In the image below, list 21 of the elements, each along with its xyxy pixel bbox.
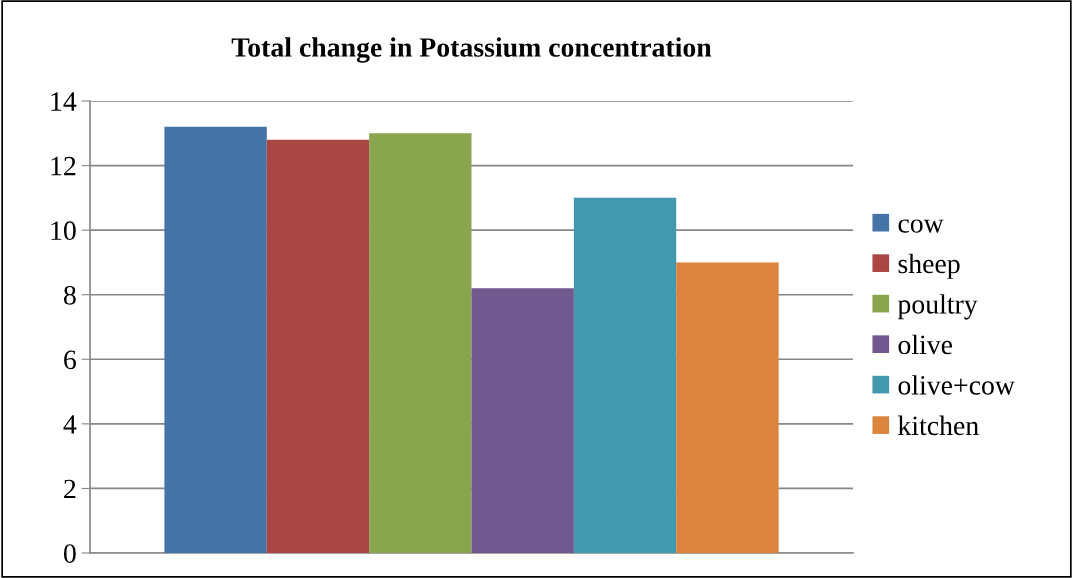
- legend-label: cow: [898, 219, 944, 233]
- legend-label: kitchen: [897, 415, 979, 436]
- bar: [573, 197, 677, 553]
- legend-label: sheep: [898, 253, 960, 279]
- legend-label: olive: [898, 334, 953, 355]
- y-tick-label: 6: [64, 350, 76, 370]
- y-tick-label: 12: [51, 156, 76, 176]
- bar: [266, 139, 370, 553]
- y-tick-label: 8: [63, 285, 76, 305]
- y-tick-label: 0: [63, 544, 76, 563]
- y-tick-label: 10: [51, 221, 76, 241]
- chart-title: Total change in Potassium concentration: [231, 37, 712, 63]
- bar: [471, 288, 574, 553]
- legend-label: olive+cow: [898, 375, 1015, 395]
- bar: [676, 262, 779, 553]
- y-tick-label: 14: [51, 92, 77, 111]
- y-tick-label: 4: [63, 415, 77, 434]
- bar: [369, 133, 472, 553]
- bar: [164, 126, 267, 553]
- y-tick-label: 2: [64, 479, 76, 499]
- legend-label: poultry: [897, 294, 978, 320]
